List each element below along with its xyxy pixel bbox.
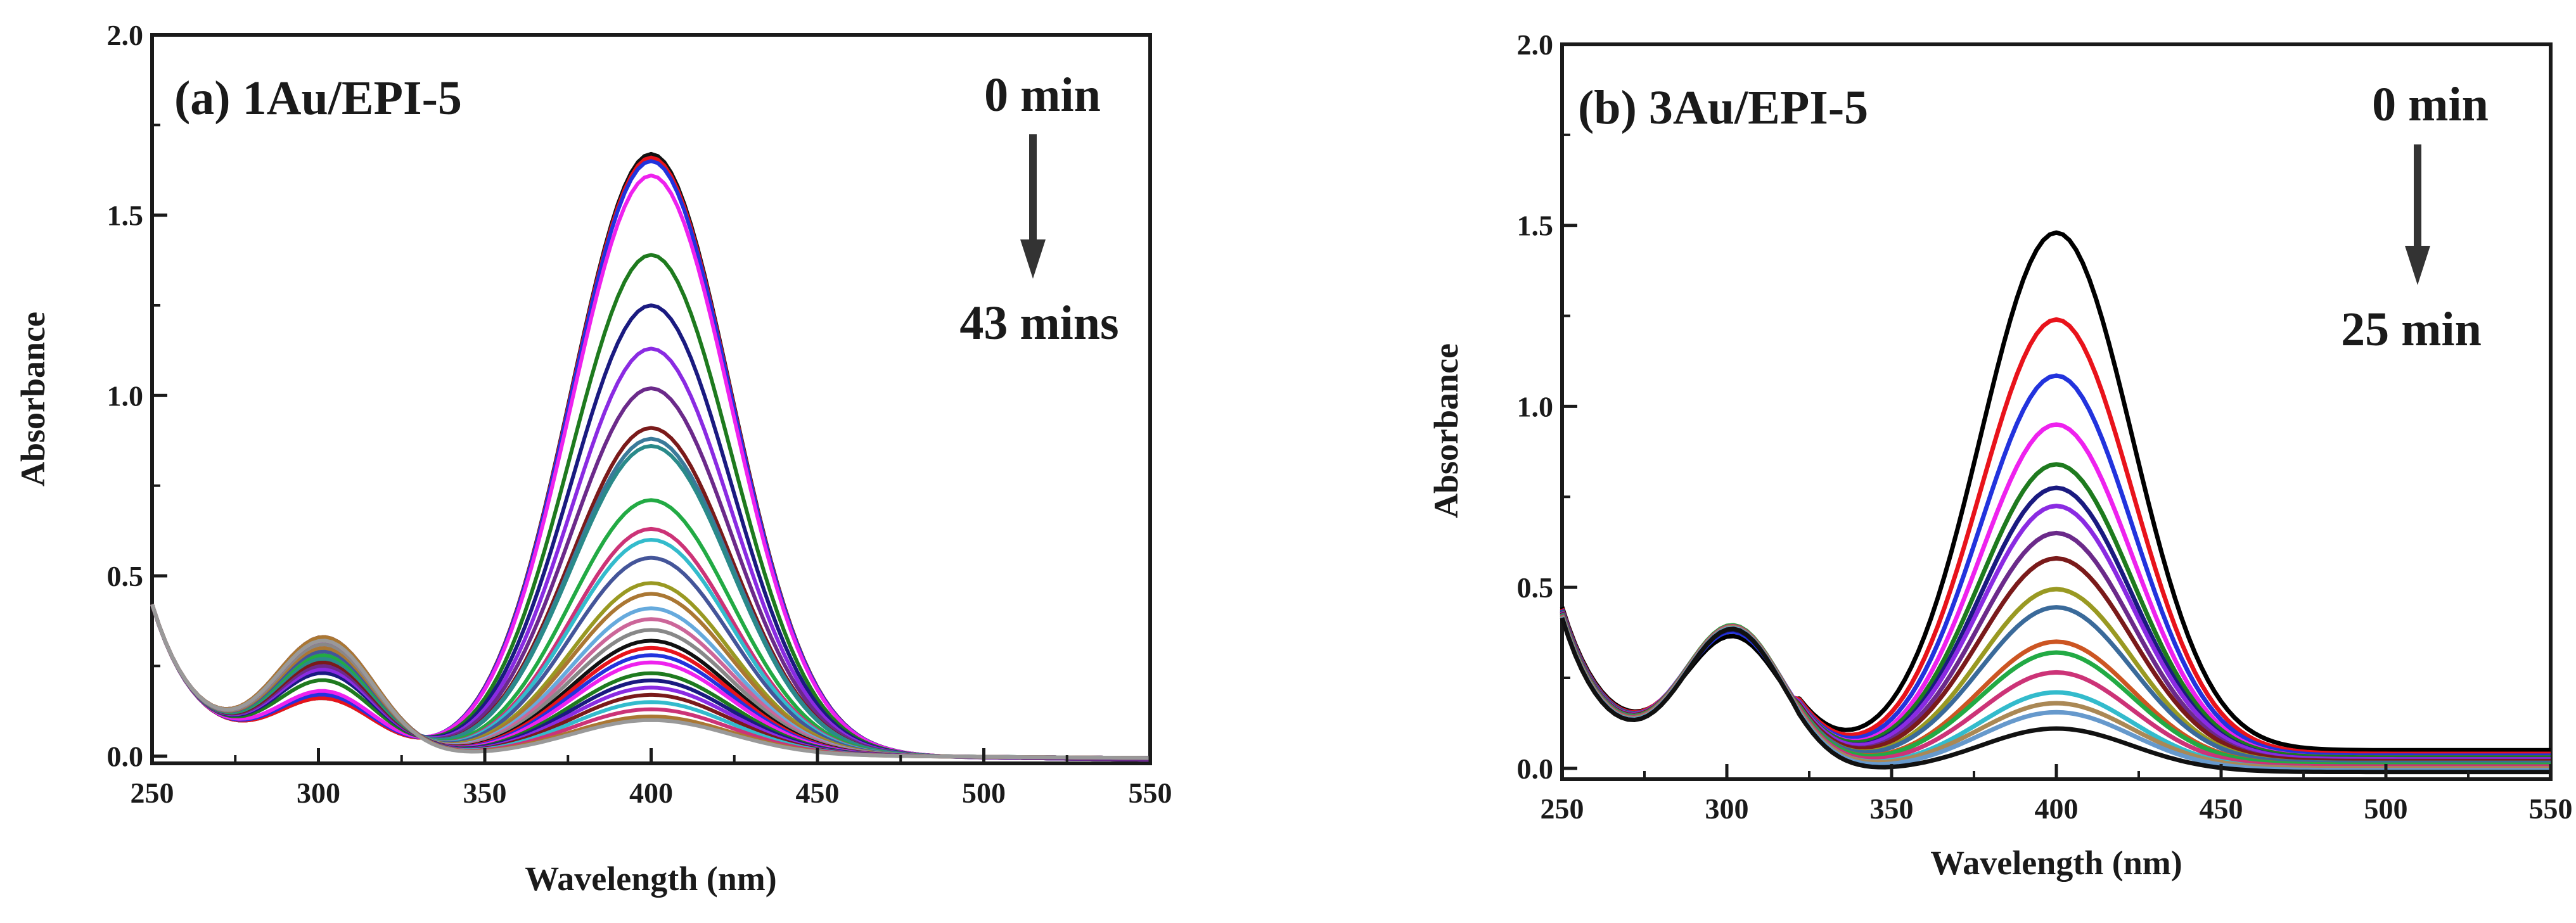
panel-a-annotation-start: 0 min — [984, 68, 1101, 122]
panel-a-annotation-end: 43 mins — [959, 296, 1118, 350]
panel-b-y-tick-label-1: 1.0 — [1517, 390, 1554, 423]
panel-b-time-arrow — [2405, 144, 2430, 285]
panel-b-ticks-group — [1560, 42, 2553, 779]
panel-b-y-tick-label-2: 2.0 — [1517, 29, 1554, 61]
panel-b-tick-labels-group: 250 300 350 400 450 500 550 0.0 0.5 1.0 1.5 2.0 — [1517, 29, 2573, 825]
panel-a: 250 300 350 400 450 500 550 0.0 0.5 1.0 1.5 2.0 (a)… — [14, 19, 1172, 898]
panel-b-y-tick-label-0: 0.0 — [1517, 753, 1554, 785]
panel-b-x-tick-label-400: 400 — [2035, 793, 2079, 825]
panel-a-series-line-11 — [150, 444, 1151, 760]
panel-b-title: (b) 3Au/EPI-5 — [1578, 81, 1868, 134]
panel-b-series-line-7 — [1560, 504, 2551, 762]
panel-a-x-tick-label-500: 500 — [962, 777, 1006, 809]
panel-a-ticks-group — [150, 33, 1152, 763]
panel-a-x-tick-label-450: 450 — [796, 777, 840, 809]
panel-a-x-axis-title: Wavelength (nm) — [525, 860, 777, 898]
panel-b-series-line-11 — [1560, 605, 2551, 765]
panel-a-x-tick-label-350: 350 — [463, 777, 507, 809]
panel-a-time-arrow — [1020, 134, 1046, 279]
panel-b-x-tick-label-250: 250 — [1541, 793, 1584, 825]
panel-b-annotation-start: 0 min — [2372, 78, 2489, 131]
panel-a-y-tick-label-1.5: 1.5 — [107, 200, 144, 232]
panel-a-x-tick-label-300: 300 — [297, 777, 340, 809]
panel-b: 250 300 350 400 450 500 550 0.0 0.5 1.0 1.5 2.0 (b)… — [1427, 29, 2573, 882]
panel-a-title: (a) 1Au/EPI-5 — [174, 72, 462, 125]
panel-a-y-tick-label-1: 1.0 — [107, 379, 144, 412]
panel-b-y-tick-label-0.5: 0.5 — [1517, 571, 1554, 604]
panel-b-series-line-10 — [1560, 587, 2551, 765]
panel-a-x-tick-label-250: 250 — [131, 777, 174, 809]
panel-a-series-line-8 — [150, 386, 1151, 762]
panel-b-series-line-3 — [1560, 373, 2551, 758]
panel-b-x-tick-label-500: 500 — [2364, 793, 2408, 825]
panel-b-annotation-end: 25 min — [2341, 303, 2482, 356]
panel-a-series-group — [150, 151, 1151, 762]
panel-b-series-line-6 — [1560, 485, 2551, 762]
panel-b-x-tick-label-350: 350 — [1870, 793, 1914, 825]
panel-b-y-axis-title: Absorbance — [1427, 343, 1465, 518]
panel-a-series-line-6 — [150, 303, 1151, 762]
panel-b-series-line-2 — [1560, 317, 2551, 756]
panel-b-x-tick-label-450: 450 — [2200, 793, 2243, 825]
panel-b-series-line-1 — [1560, 230, 2551, 753]
panel-a-series-line-26 — [150, 604, 1151, 760]
panel-b-x-tick-label-300: 300 — [1705, 793, 1749, 825]
panel-b-plot-frame — [1560, 42, 2553, 781]
panel-b-x-axis-title: Wavelength (nm) — [1930, 844, 2182, 882]
panel-a-series-line-13 — [150, 526, 1151, 760]
panel-a-y-tick-label-0.5: 0.5 — [107, 560, 144, 592]
panel-b-x-tick-label-550: 550 — [2529, 793, 2573, 825]
panel-a-y-tick-label-2: 2.0 — [107, 19, 144, 51]
panel-a-tick-labels-group: 250 300 350 400 450 500 550 0.0 0.5 1.0 1.5 2.0 — [107, 19, 1172, 809]
panel-a-y-axis-title: Absorbance — [14, 312, 52, 487]
panel-a-y-tick-label-0: 0.0 — [107, 741, 144, 773]
panel-a-x-tick-label-400: 400 — [629, 777, 673, 809]
panel-b-y-tick-label-1.5: 1.5 — [1517, 210, 1554, 242]
panel-a-x-tick-label-550: 550 — [1129, 777, 1172, 809]
